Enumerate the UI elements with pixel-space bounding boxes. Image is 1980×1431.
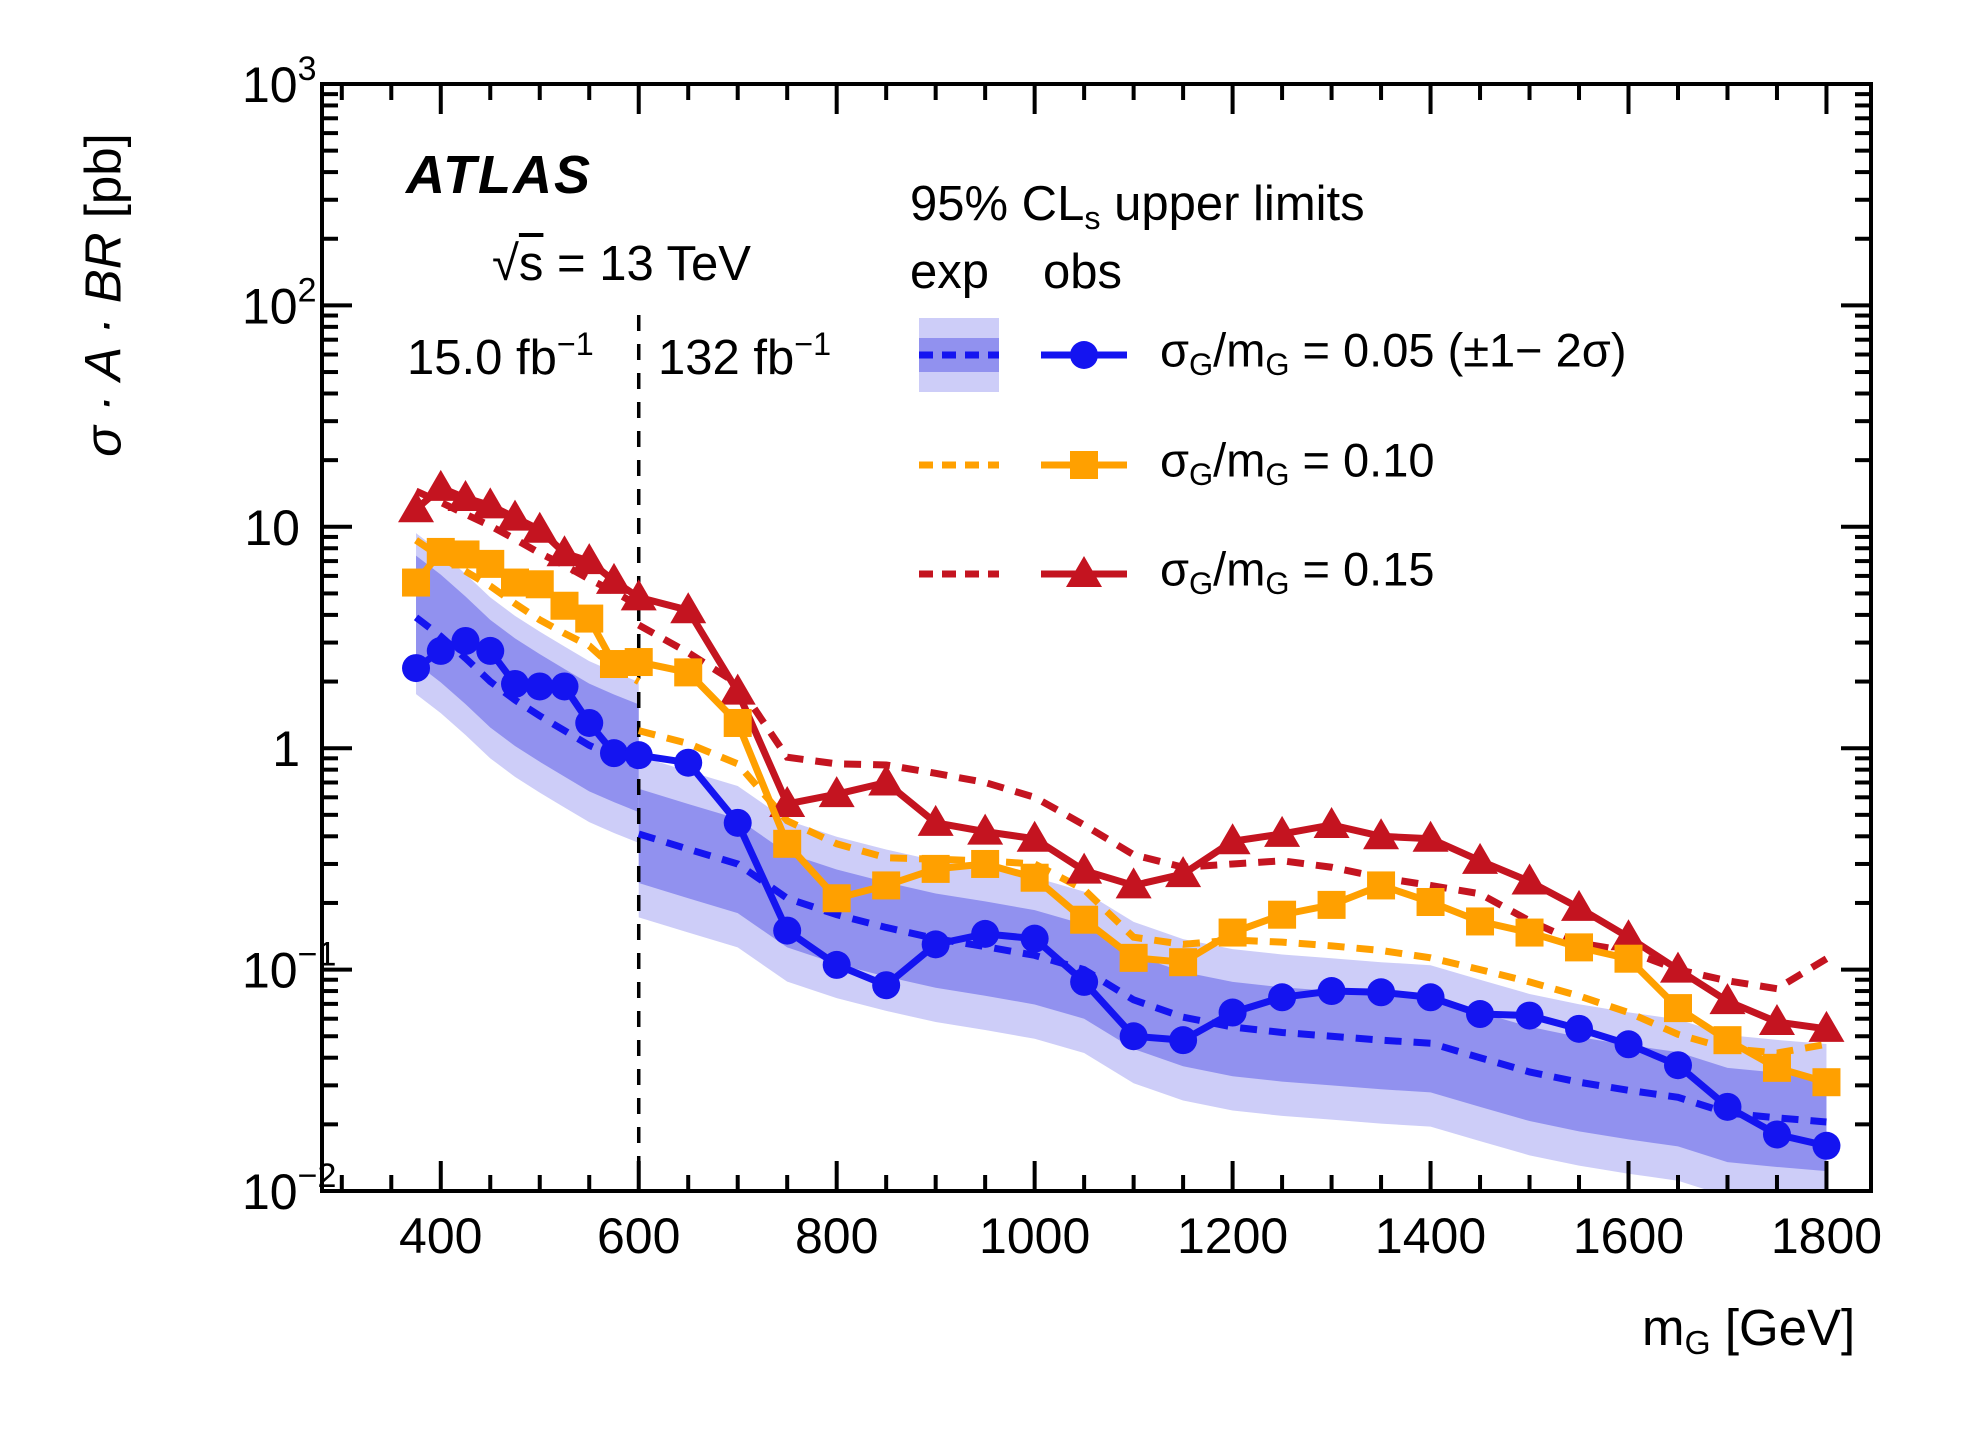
band-1sigma [638, 788, 1827, 1172]
axis-ticks [322, 82, 1871, 1193]
legend-col-exp: exp [910, 245, 990, 299]
x-axis-title: mG [GeV] [1642, 1299, 1856, 1363]
svg-text:600: 600 [597, 1208, 680, 1264]
svg-text:1400: 1400 [1375, 1208, 1486, 1264]
legend-observed-swatch-circle [1041, 318, 1127, 392]
svg-text:103: 103 [242, 50, 317, 113]
legend-column-headers: exp obs [910, 244, 1122, 300]
svg-text:10−2: 10−2 [242, 1157, 336, 1220]
legend-entry-label: σG/mG = 0.10 [1160, 433, 1435, 492]
svg-text:400: 400 [399, 1208, 482, 1264]
legend-col-obs: obs [1043, 245, 1123, 299]
observed-series-width_0p10 [402, 537, 1841, 1097]
svg-text:1800: 1800 [1771, 1208, 1882, 1264]
expected-curve-high-width_0p05 [637, 830, 1827, 1126]
svg-text:1000: 1000 [979, 1208, 1090, 1264]
svg-text:1600: 1600 [1573, 1208, 1684, 1264]
legend-expected-swatch-dashed [919, 428, 999, 502]
legend-entry-label: σG/mG = 0.15 [1160, 542, 1435, 601]
plot-data-area [398, 315, 1845, 1191]
legend-observed-swatch-square [1041, 428, 1127, 502]
lumi-low-label: 15.0 fb−1 [407, 326, 594, 386]
svg-text:10: 10 [244, 500, 300, 556]
y-axis-title: σ · A · BR [pb] [74, 133, 132, 457]
experiment-label: ATLAS [406, 145, 592, 205]
observed-series-width_0p05 [402, 626, 1841, 1160]
expected-curve-high-width_0p10 [637, 727, 1828, 1057]
plot-frame [320, 82, 1873, 1193]
energy-label: √s = 13 TeV [492, 237, 751, 291]
svg-text:10−1: 10−1 [242, 936, 336, 999]
lumi-high-label: 132 fb−1 [658, 326, 832, 386]
x-tick-labels: 400 600 800 1000 1200 1400 1600 1800 [399, 1208, 1882, 1264]
legend-entry-label: σG/mG = 0.05 (±1− 2σ) [1160, 323, 1627, 382]
legend-expected-swatch-dashed [919, 537, 999, 611]
svg-text:800: 800 [795, 1208, 878, 1264]
svg-text:1200: 1200 [1177, 1208, 1288, 1264]
observed-series-width_0p15 [398, 469, 1845, 1042]
svg-text:1: 1 [272, 721, 300, 777]
svg-text:102: 102 [242, 271, 317, 334]
legend-observed-swatch-triangle [1041, 537, 1127, 611]
legend-expected-swatch-band [919, 318, 999, 392]
legend-title: 95% CLs upper limits [910, 177, 1365, 236]
